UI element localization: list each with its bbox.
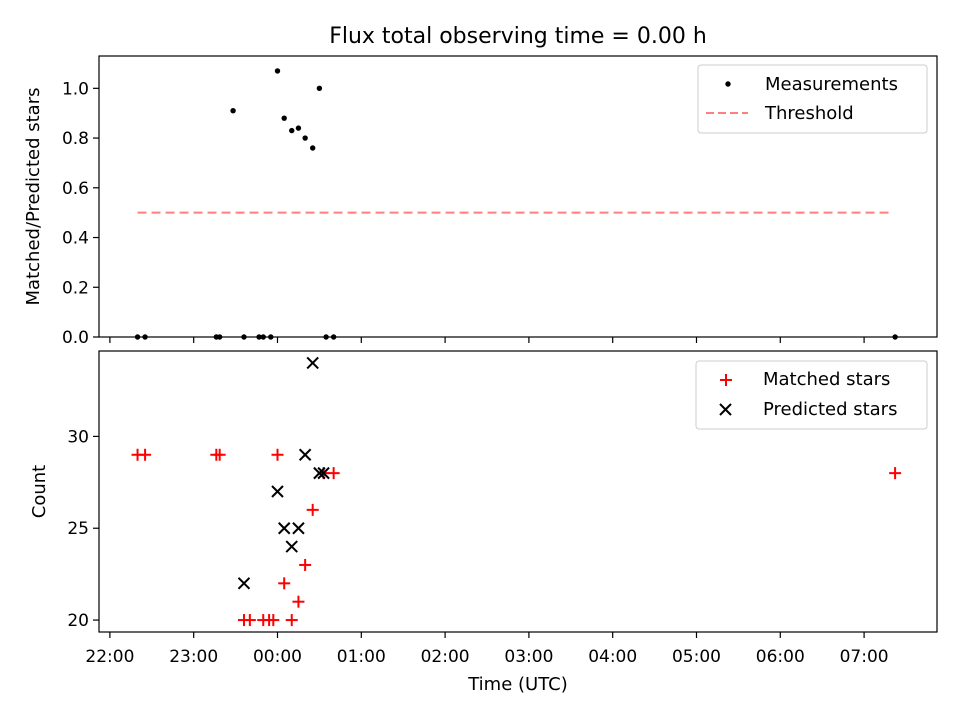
ratio-panel: 0.0 0.2 0.4 0.6 0.8 1.0 Matched/Predicted sta… xyxy=(23,55,938,348)
matched-stars-point xyxy=(327,467,340,480)
matched-stars-point xyxy=(889,467,902,480)
predicted-stars-point xyxy=(292,522,305,535)
measurement-point xyxy=(281,115,287,121)
x-tick-label: 07:00 xyxy=(840,647,889,667)
x-tick-label: 22:00 xyxy=(85,647,134,667)
count-panel-frame xyxy=(98,350,938,633)
count-legend-box xyxy=(695,360,928,430)
y-tick-label: 0.8 xyxy=(62,129,89,149)
count-x-axis-ticks: 22:00 23:00 00:00 01:00 02:00 03:00 04:00 05:00… xyxy=(85,632,889,667)
matched-stars-point xyxy=(278,577,291,590)
measurement-point xyxy=(302,135,308,141)
x-tick-label: 04:00 xyxy=(588,647,637,667)
predicted-stars-legend-marker xyxy=(719,403,732,416)
matched-stars-point xyxy=(139,448,152,461)
x-tick-label: 02:00 xyxy=(421,647,470,667)
count-y-axis-label: Count xyxy=(29,465,50,518)
measurement-point xyxy=(295,125,302,131)
measurements-legend-label: Measurements xyxy=(765,74,898,95)
measurement-point xyxy=(289,127,295,134)
matched-stars-point xyxy=(271,448,284,461)
y-tick-label: 30 xyxy=(67,427,89,447)
measurements-legend-marker xyxy=(725,81,731,87)
count-plot-area xyxy=(131,356,902,627)
matched-stars-legend-marker xyxy=(720,374,732,386)
x-tick-label: 06:00 xyxy=(756,647,805,667)
ratio-legend-box xyxy=(697,64,928,134)
ratio-plot-area xyxy=(134,68,898,340)
predicted-stars-point xyxy=(306,356,319,370)
matched-stars-point xyxy=(285,614,298,627)
predicted-stars-point xyxy=(271,485,284,498)
ratio-panel-frame xyxy=(98,55,938,338)
matched-stars-point xyxy=(267,614,280,627)
measurement-point xyxy=(230,108,236,114)
matched-stars-point xyxy=(213,448,226,461)
y-tick-label: 0.4 xyxy=(62,229,89,249)
y-tick-label: 0.6 xyxy=(62,179,89,199)
y-tick-label: 25 xyxy=(67,519,89,539)
matched-stars-point xyxy=(292,595,305,608)
threshold-legend-label: Threshold xyxy=(764,103,854,124)
predicted-stars-point xyxy=(285,540,298,553)
ratio-x-axis-ticks xyxy=(109,337,865,343)
measurement-point xyxy=(309,145,316,151)
predicted-stars-point xyxy=(298,448,312,461)
count-legend: Matched stars Predicted stars xyxy=(695,360,928,430)
count-y-axis-ticks: 20 25 30 xyxy=(67,427,99,631)
predicted-stars-point xyxy=(313,466,326,480)
chart-title: Flux total observing time = 0.00 h xyxy=(329,24,707,49)
ratio-y-axis-ticks: 0.0 0.2 0.4 0.6 0.8 1.0 xyxy=(62,79,99,348)
matched-stars-legend-label: Matched stars xyxy=(763,369,890,390)
matched-stars-point xyxy=(299,558,312,571)
x-tick-label: 00:00 xyxy=(253,647,302,667)
y-tick-label: 20 xyxy=(67,611,89,631)
matched-stars-point xyxy=(243,614,256,627)
x-tick-label: 23:00 xyxy=(169,647,218,667)
x-tick-label: 01:00 xyxy=(337,647,386,667)
predicted-stars-point xyxy=(237,577,251,590)
ratio-legend: Measurements Threshold xyxy=(697,64,928,134)
ratio-y-axis-label: Matched/Predicted stars xyxy=(23,88,44,306)
predicted-stars-legend-label: Predicted stars xyxy=(763,399,897,420)
x-tick-label: 05:00 xyxy=(672,647,721,667)
predicted-stars-point xyxy=(277,522,291,535)
measurement-point xyxy=(316,85,323,92)
y-tick-label: 0.2 xyxy=(62,278,89,298)
y-tick-label: 1.0 xyxy=(62,79,89,99)
predicted-stars-point xyxy=(317,466,330,480)
measurement-point xyxy=(274,68,281,74)
x-tick-label: 03:00 xyxy=(504,647,553,667)
matched-stars-point xyxy=(306,503,319,516)
count-x-axis-label: Time (UTC) xyxy=(467,674,568,695)
count-panel: 20 25 30 22:00 23:00 00:00 01:00 02:00 03:00 04:… xyxy=(29,350,938,695)
y-tick-label: 0.0 xyxy=(62,328,89,348)
